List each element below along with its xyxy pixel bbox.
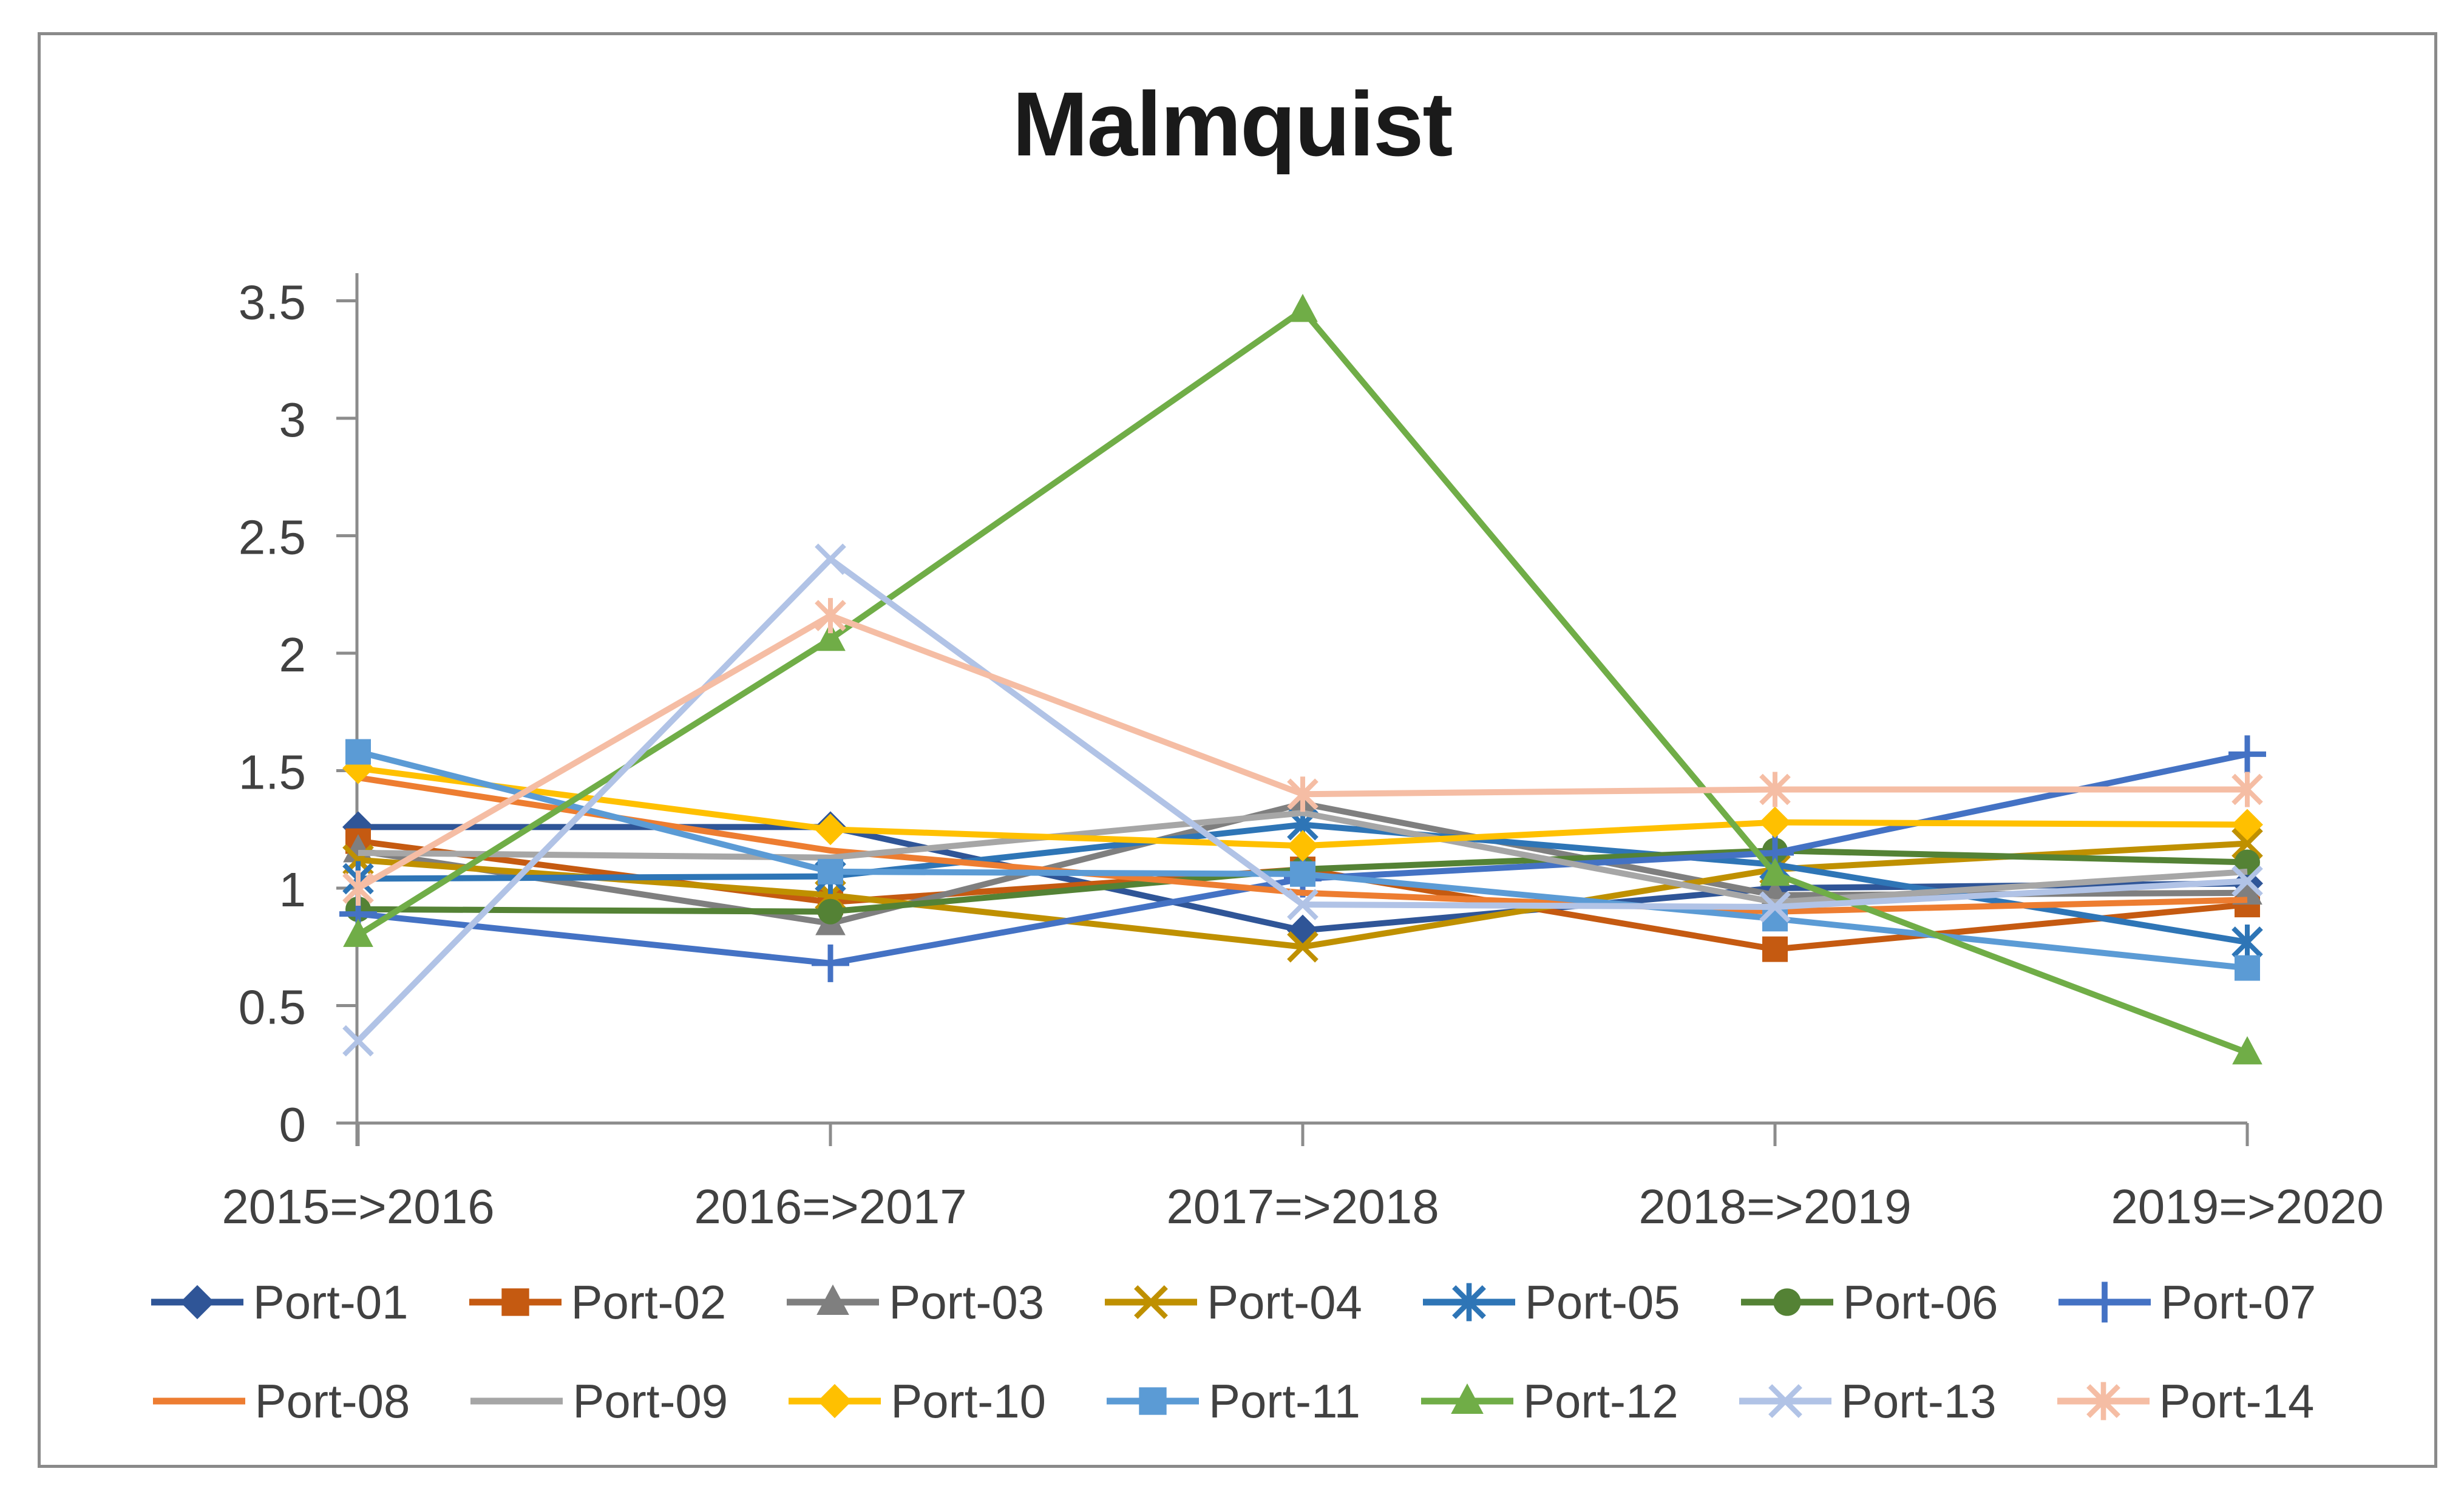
legend-item-port-13: Port-13 xyxy=(1737,1372,1997,1430)
legend-item-port-03: Port-03 xyxy=(784,1273,1044,1331)
legend-x-icon xyxy=(1739,1384,1831,1418)
chart-title: Malmquist xyxy=(1012,73,1453,175)
x-tick-label: 2018=>2019 xyxy=(1638,1180,1911,1234)
x-tick-label: 2019=>2020 xyxy=(2111,1180,2383,1234)
legend-label: Port-09 xyxy=(572,1374,728,1428)
legend-item-port-01: Port-01 xyxy=(149,1273,409,1331)
diamond-marker-icon xyxy=(815,813,846,846)
x-marker-icon xyxy=(1287,931,1319,963)
square-marker-icon xyxy=(1762,936,1788,962)
triangle-marker-icon xyxy=(1760,857,1790,886)
legend-item-port-11: Port-11 xyxy=(1104,1372,1360,1430)
legend-label: Port-03 xyxy=(889,1275,1045,1329)
y-tick-label: 2 xyxy=(279,628,307,682)
x-marker-icon xyxy=(342,1025,374,1057)
legend-square-icon xyxy=(469,1288,562,1316)
triangle-marker-icon xyxy=(343,918,373,947)
y-tick-label: 3.5 xyxy=(239,276,306,330)
chart-legend-row-1: Port-01 Port-02 Port-03 Port-04 Port-05 Port-… xyxy=(49,1266,2416,1339)
y-tick-label: 0.5 xyxy=(239,980,306,1034)
legend-label: Port-06 xyxy=(1842,1275,1998,1329)
legend-item-port-04: Port-04 xyxy=(1102,1273,1362,1331)
square-marker-icon xyxy=(345,739,371,765)
legend-label: Port-14 xyxy=(2159,1374,2315,1428)
series-port-14 xyxy=(342,598,2263,906)
chart-legend-row-2: Port-08 Port-09 Port-10 Port-11 Port-12 Port-… xyxy=(49,1365,2416,1438)
legend-item-port-02: Port-02 xyxy=(467,1273,727,1331)
legend-label: Port-13 xyxy=(1841,1374,1997,1428)
legend-diamond-icon xyxy=(789,1383,881,1419)
legend-label: Port-02 xyxy=(571,1275,727,1329)
legend-diamond-icon xyxy=(151,1285,243,1320)
x-tick-label: 2016=>2017 xyxy=(694,1180,966,1234)
triangle-marker-icon xyxy=(2232,1036,2262,1065)
legend-label: Port-10 xyxy=(891,1374,1046,1428)
x-marker-icon xyxy=(1759,891,1791,923)
legend-x-icon xyxy=(1105,1285,1198,1319)
y-tick-label: 0 xyxy=(279,1098,307,1152)
diamond-marker-icon xyxy=(1759,806,1791,838)
series-port-09 xyxy=(358,810,2248,906)
x-marker-icon xyxy=(2232,827,2263,860)
x-marker-icon xyxy=(1287,889,1319,920)
square-marker-icon xyxy=(818,858,843,884)
circle-marker-icon xyxy=(2235,849,2260,875)
legend-item-port-07: Port-07 xyxy=(2056,1273,2316,1331)
legend-circle-icon xyxy=(1740,1288,1833,1316)
legend-item-port-06: Port-06 xyxy=(1739,1273,1998,1331)
legend-label: Port-05 xyxy=(1524,1275,1680,1329)
legend-triangle-icon xyxy=(787,1284,880,1315)
circle-marker-icon xyxy=(818,898,843,925)
legend-asterisk-icon xyxy=(2057,1382,2150,1421)
legend-line-icon xyxy=(470,1397,563,1405)
series-port-08 xyxy=(358,775,2248,915)
legend-label: Port-01 xyxy=(253,1275,409,1329)
square-marker-icon xyxy=(2235,955,2260,981)
x-marker-icon xyxy=(815,543,846,575)
diamond-marker-icon xyxy=(1287,830,1319,862)
triangle-marker-icon xyxy=(815,622,846,651)
diamond-marker-icon xyxy=(1287,914,1319,946)
triangle-marker-icon xyxy=(1288,293,1318,322)
legend-item-port-09: Port-09 xyxy=(468,1372,728,1430)
y-tick-label: 2.5 xyxy=(239,511,306,565)
diamond-marker-icon xyxy=(2232,809,2263,841)
legend-item-port-12: Port-12 xyxy=(1419,1372,1678,1430)
legend-label: Port-12 xyxy=(1523,1374,1678,1428)
legend-item-port-05: Port-05 xyxy=(1420,1273,1680,1331)
legend-label: Port-11 xyxy=(1209,1374,1360,1428)
square-marker-icon xyxy=(1290,861,1315,887)
series-port-12 xyxy=(343,293,2262,1065)
legend-line-icon xyxy=(152,1397,245,1405)
legend-item-port-14: Port-14 xyxy=(2055,1372,2315,1430)
legend-plus-icon xyxy=(2058,1281,2151,1323)
legend-asterisk-icon xyxy=(1422,1283,1515,1322)
legend-label: Port-08 xyxy=(254,1374,410,1428)
series-port-13 xyxy=(342,543,2263,1057)
chart-border xyxy=(38,32,2437,1468)
legend-item-port-08: Port-08 xyxy=(151,1372,410,1430)
legend-label: Port-04 xyxy=(1207,1275,1362,1329)
y-tick-label: 1 xyxy=(279,863,307,917)
y-tick-label: 1.5 xyxy=(239,745,306,799)
legend-label: Port-07 xyxy=(2160,1275,2316,1329)
x-marker-icon xyxy=(2232,865,2263,897)
x-tick-label: 2015=>2016 xyxy=(222,1180,494,1234)
legend-item-port-10: Port-10 xyxy=(786,1372,1046,1430)
legend-triangle-icon xyxy=(1421,1383,1513,1414)
y-tick-label: 3 xyxy=(279,393,307,447)
x-tick-label: 2017=>2018 xyxy=(1166,1180,1439,1234)
legend-square-icon xyxy=(1107,1387,1199,1415)
